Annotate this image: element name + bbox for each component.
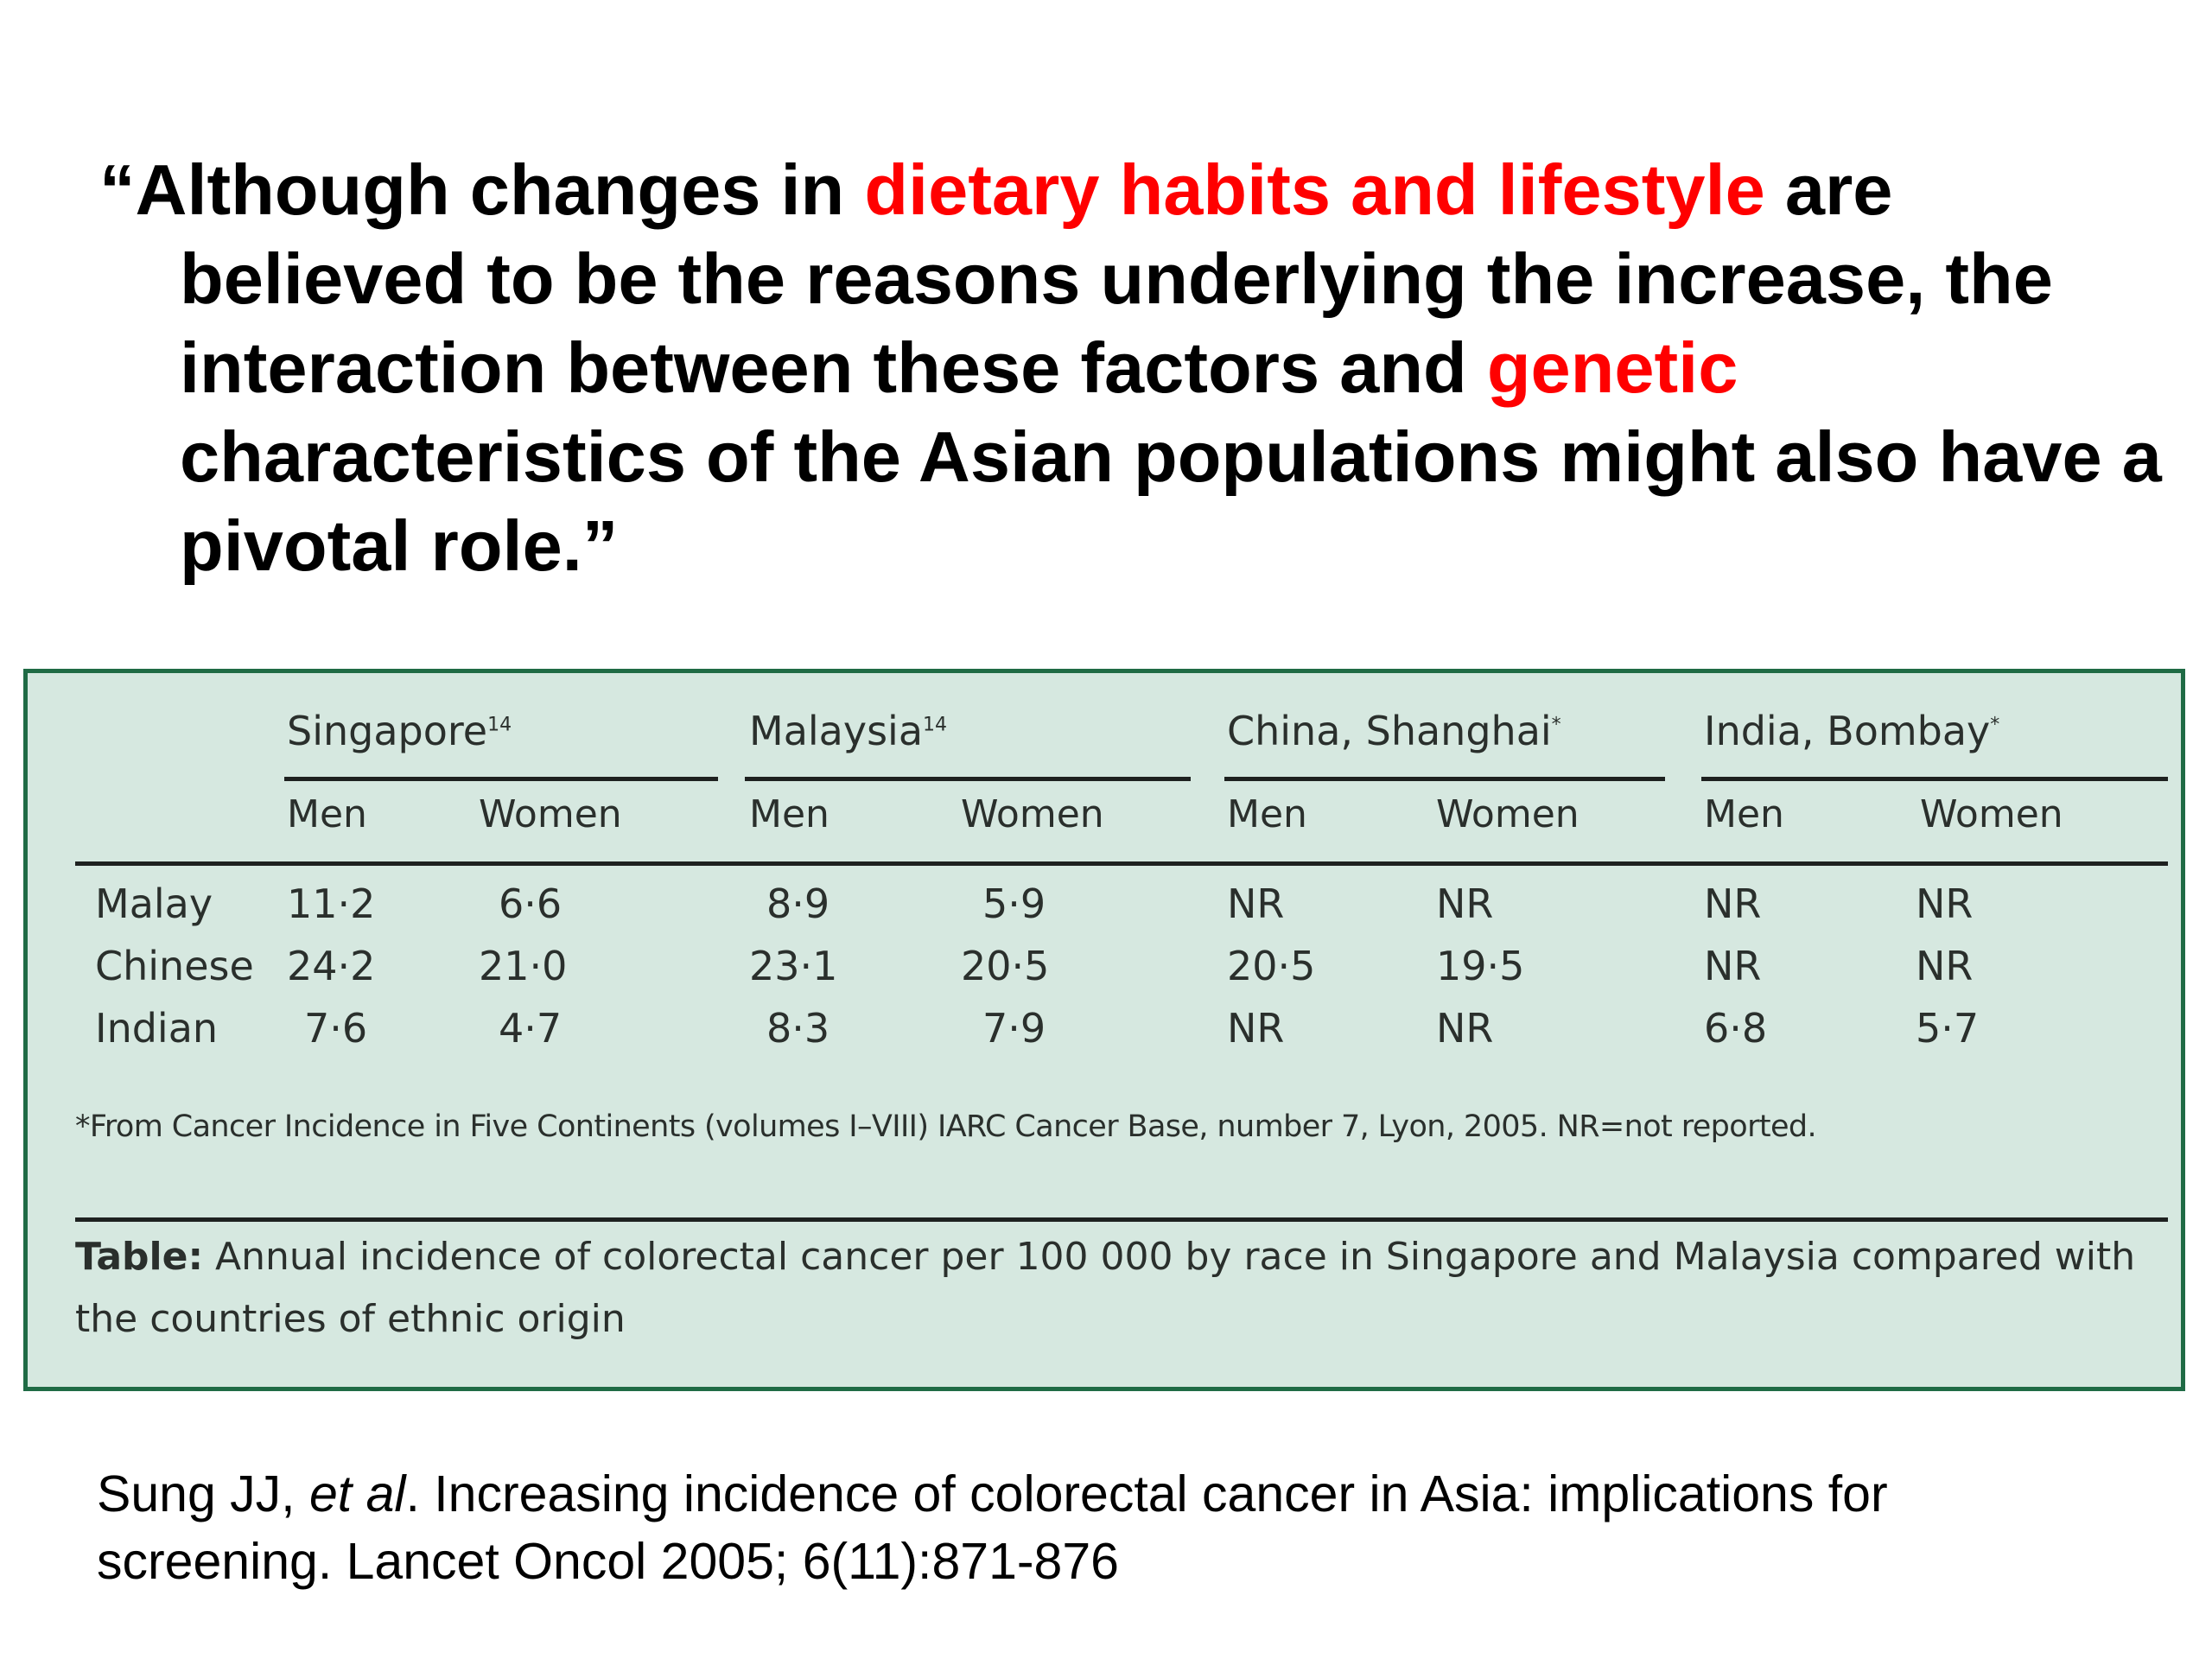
quote-highlight-diet: dietary habits and lifestyle — [864, 149, 1765, 230]
row-label-malay: Malay — [95, 880, 213, 927]
country-header-china-shanghai: China, Shanghai* — [1227, 708, 1561, 754]
table-cell: 20·5 — [1227, 943, 1316, 989]
country-header-malaysia: Malaysia14 — [749, 708, 948, 754]
incidence-table-figure: Singapore14 Malaysia14 China, Shanghai* … — [23, 669, 2185, 1391]
row-label-indian: Indian — [95, 1005, 219, 1052]
table-cell: 7·6 — [304, 1005, 368, 1052]
sex-header: Men — [1227, 792, 1307, 836]
table-cell: 4·7 — [499, 1005, 563, 1052]
sex-header: Women — [961, 792, 1104, 836]
table-cell: 7·9 — [982, 1005, 1046, 1052]
country-header-india-bombay: India, Bombay* — [1704, 708, 2000, 754]
quote-highlight-genetic: genetic — [1486, 327, 1738, 408]
table-cell: 6·6 — [499, 880, 563, 927]
quote-part-1: “Although changes in — [99, 149, 865, 230]
sex-header: Men — [287, 792, 367, 836]
citation-etal: et al — [308, 1465, 406, 1522]
table-caption: Table: Annual incidence of colorectal ca… — [75, 1226, 2166, 1351]
table-cell: NR — [1916, 943, 1974, 989]
group-rule-china — [1224, 777, 1665, 781]
row-label-chinese: Chinese — [95, 943, 254, 989]
group-rule-india — [1701, 777, 2168, 781]
sex-header: Women — [479, 792, 622, 836]
table-cell: 23·1 — [749, 943, 838, 989]
table-cell: 8·3 — [766, 1005, 830, 1052]
table-cell: 5·7 — [1916, 1005, 1980, 1052]
caption-text: Annual incidence of colorectal cancer pe… — [75, 1235, 2136, 1341]
group-rule-malaysia — [745, 777, 1191, 781]
table-cell: 21·0 — [479, 943, 568, 989]
sex-header: Women — [1436, 792, 1580, 836]
table-footnote: *From Cancer Incidence in Five Continent… — [75, 1109, 1817, 1144]
table-cell: NR — [1916, 880, 1974, 927]
table-cell: 5·9 — [982, 880, 1046, 927]
incidence-table: Singapore14 Malaysia14 China, Shanghai* … — [28, 673, 2181, 1387]
quote-part-3: characteristics of the Asian populations… — [180, 416, 2162, 586]
table-cell: 19·5 — [1436, 943, 1525, 989]
caption-label: Table: — [75, 1235, 204, 1279]
table-cell: NR — [1436, 880, 1494, 927]
caption-rule — [75, 1217, 2168, 1222]
table-cell: 6·8 — [1704, 1005, 1768, 1052]
table-cell: NR — [1704, 880, 1762, 927]
citation: Sung JJ, et al. Increasing incidence of … — [97, 1460, 2127, 1595]
table-cell: 11·2 — [287, 880, 376, 927]
table-cell: 8·9 — [766, 880, 830, 927]
quote-part-2: are believed to be the reasons underlyin… — [180, 149, 2053, 408]
table-cell: NR — [1704, 943, 1762, 989]
citation-rest: . Increasing incidence of colorectal can… — [97, 1465, 1888, 1590]
sex-header: Men — [1704, 792, 1784, 836]
header-rule — [75, 861, 2168, 866]
sex-header: Women — [1920, 792, 2063, 836]
table-cell: 20·5 — [961, 943, 1050, 989]
quote-text: “Although changes in dietary habits and … — [99, 145, 2167, 590]
table-cell: 24·2 — [287, 943, 376, 989]
citation-authors: Sung JJ, — [97, 1465, 309, 1522]
table-cell: NR — [1227, 880, 1285, 927]
table-cell: NR — [1436, 1005, 1494, 1052]
table-cell: NR — [1227, 1005, 1285, 1052]
country-header-singapore: Singapore14 — [287, 708, 512, 754]
sex-header: Men — [749, 792, 830, 836]
group-rule-singapore — [284, 777, 718, 781]
